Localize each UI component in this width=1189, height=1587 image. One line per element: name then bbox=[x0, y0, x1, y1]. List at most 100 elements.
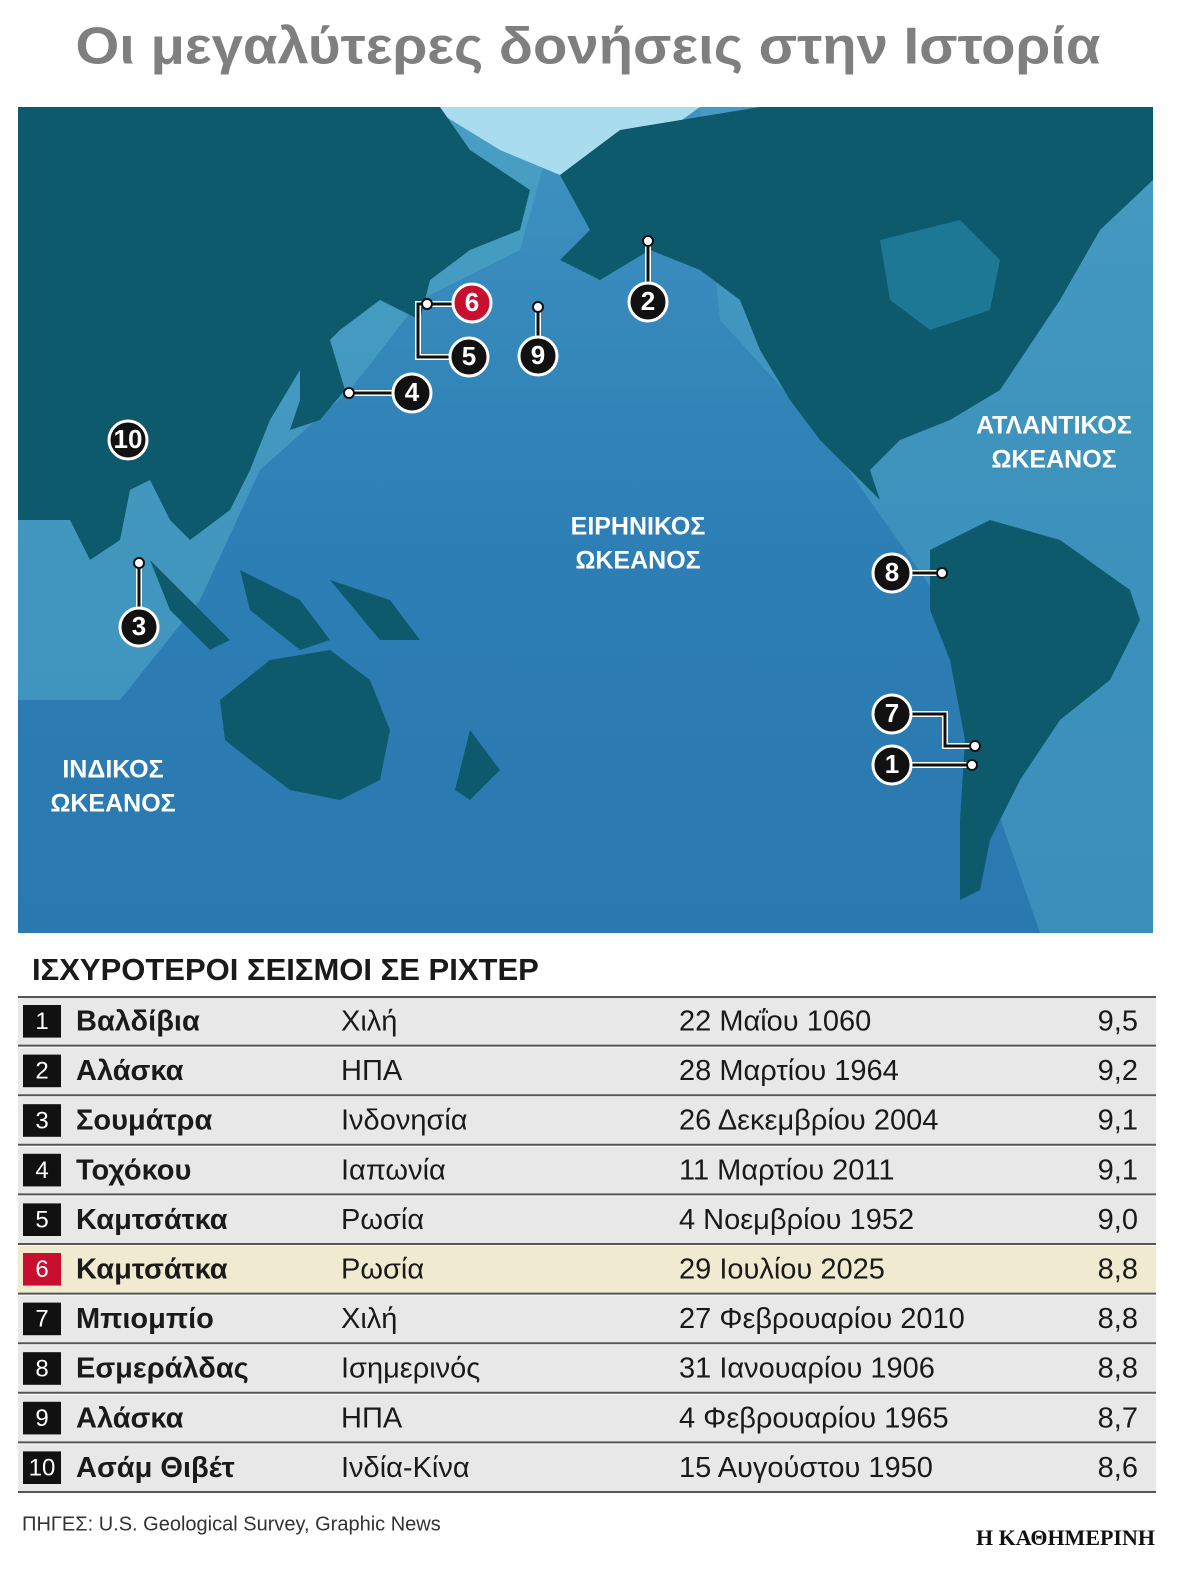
magnitude: 8,8 bbox=[1098, 1253, 1138, 1285]
table: 1 Βαλδίβια Χιλή 22 Μαΐου 1060 9,5 2 Αλάσκα ΗΠΑ 2… bbox=[18, 996, 1156, 1493]
country: Ισημερινός bbox=[341, 1353, 480, 1385]
marker-label: 10 bbox=[114, 424, 143, 454]
epicenter bbox=[969, 740, 981, 752]
marker bbox=[871, 693, 913, 735]
place: Βαλδίβια bbox=[76, 1005, 200, 1037]
land bbox=[150, 560, 420, 650]
rank-box bbox=[23, 1203, 61, 1236]
country: ΗΠΑ bbox=[341, 1055, 403, 1087]
epicenter bbox=[642, 235, 654, 247]
epicenter bbox=[936, 567, 948, 579]
date: 29 Ιουλίου 2025 bbox=[679, 1253, 885, 1285]
marker bbox=[627, 281, 669, 323]
marker bbox=[871, 744, 913, 786]
country: Χιλή bbox=[341, 1303, 397, 1335]
date: 4 Νοεμβρίου 1952 bbox=[679, 1204, 914, 1236]
marker-label: 2 bbox=[641, 286, 655, 316]
rank-box bbox=[23, 1401, 61, 1435]
rank: 1 bbox=[35, 1008, 48, 1035]
marker-label: 7 bbox=[885, 698, 899, 728]
date: 15 Αυγούστου 1950 bbox=[679, 1452, 933, 1484]
rank: 2 bbox=[35, 1058, 48, 1085]
place: Αλάσκα bbox=[76, 1055, 184, 1087]
land bbox=[455, 730, 500, 800]
marker-label: 1 bbox=[885, 749, 899, 779]
epicenter bbox=[343, 387, 355, 399]
title: Οι μεγαλύτερες δονήσεις στην Ιστορία bbox=[76, 18, 1101, 76]
date: 28 Μαρτίου 1964 bbox=[679, 1055, 899, 1087]
ocean-label: ΩΚΕΑΝΟΣ bbox=[991, 446, 1116, 474]
rank-box bbox=[23, 1352, 61, 1385]
date: 22 Μαΐου 1060 bbox=[679, 1005, 871, 1037]
place: Εσμεράλδας bbox=[76, 1353, 249, 1385]
place: Αλάσκα bbox=[76, 1402, 184, 1434]
ocean-label: ΩΚΕΑΝΟΣ bbox=[50, 790, 175, 818]
magnitude: 8,8 bbox=[1098, 1353, 1138, 1385]
epicenter bbox=[532, 301, 544, 313]
epicenter bbox=[966, 759, 978, 771]
country: Ινδονησία bbox=[341, 1105, 468, 1137]
country: Χιλή bbox=[341, 1005, 397, 1037]
land bbox=[290, 330, 345, 430]
table-row bbox=[18, 1295, 1156, 1343]
table-row bbox=[18, 998, 1156, 1045]
table-row bbox=[18, 1097, 1156, 1144]
rank: 9 bbox=[35, 1405, 48, 1432]
rank-box bbox=[23, 1451, 61, 1484]
rank-box bbox=[23, 1302, 61, 1336]
rank-box bbox=[23, 1005, 61, 1038]
marker-label: 9 bbox=[531, 340, 545, 370]
marker-label: 5 bbox=[462, 341, 476, 371]
magnitude: 9,1 bbox=[1098, 1154, 1138, 1186]
date: 4 Φεβρουαρίου 1965 bbox=[679, 1402, 949, 1434]
rank: 5 bbox=[35, 1207, 48, 1234]
source: ΠΗΓΕΣ: U.S. Geological Survey, Graphic N… bbox=[22, 1513, 441, 1535]
land bbox=[560, 107, 1153, 500]
marker bbox=[391, 372, 433, 414]
map: ΑΤΛΑΝΤΙΚΟΣ ΩΚΕΑΝΟΣ ΕΙΡΗΝΙΚΟΣ ΩΚΕΑΝΟΣ ΙΝΔΙΚΟΣ… bbox=[18, 107, 1153, 933]
place: Τοχόκου bbox=[76, 1154, 191, 1186]
magnitude: 8,6 bbox=[1098, 1452, 1138, 1484]
magnitude: 8,7 bbox=[1098, 1402, 1138, 1434]
country: Ινδία-Κίνα bbox=[341, 1452, 470, 1484]
brand: Η ΚΑΘΗΜΕΡΙΝΗ bbox=[976, 1525, 1155, 1550]
rank-box bbox=[23, 1054, 61, 1088]
rank: 8 bbox=[35, 1355, 48, 1382]
marker bbox=[451, 282, 493, 324]
epicenter bbox=[421, 298, 433, 310]
table-row bbox=[18, 1047, 1156, 1095]
ocean-label: ΕΙΡΗΝΙΚΟΣ bbox=[571, 513, 706, 541]
epicenter bbox=[133, 557, 145, 569]
marker-label: 8 bbox=[885, 557, 899, 587]
leader bbox=[912, 712, 975, 748]
rank: 6 bbox=[35, 1256, 48, 1283]
magnitude: 9,1 bbox=[1098, 1105, 1138, 1137]
rank: 3 bbox=[35, 1107, 48, 1134]
table-heading: ΙΣΧΥΡΟΤΕΡΟΙ ΣΕΙΣΜΟΙ ΣΕ ΡΙΧΤΕΡ bbox=[32, 952, 539, 987]
rank-box bbox=[23, 1153, 61, 1187]
marker bbox=[118, 606, 160, 648]
land bbox=[930, 520, 1140, 900]
marker-label: 4 bbox=[405, 377, 420, 407]
place: Μπιομπίο bbox=[76, 1303, 214, 1335]
rank-box bbox=[23, 1253, 61, 1286]
rank-box bbox=[23, 1104, 61, 1137]
magnitude: 9,2 bbox=[1098, 1055, 1138, 1087]
ocean-label: ΙΝΔΙΚΟΣ bbox=[62, 756, 163, 784]
country: Ρωσία bbox=[341, 1253, 424, 1285]
country: Ρωσία bbox=[341, 1204, 424, 1236]
place: Σουμάτρα bbox=[76, 1105, 212, 1137]
marker bbox=[448, 336, 490, 378]
magnitude: 8,8 bbox=[1098, 1303, 1138, 1335]
marker bbox=[517, 335, 559, 377]
marker-label: 3 bbox=[132, 611, 146, 641]
date: 31 Ιανουαρίου 1906 bbox=[679, 1353, 935, 1385]
table-row bbox=[18, 1345, 1156, 1392]
magnitude: 9,0 bbox=[1098, 1204, 1138, 1236]
date: 26 Δεκεμβρίου 2004 bbox=[679, 1105, 938, 1137]
marker-label: 6 bbox=[465, 287, 479, 317]
rank: 10 bbox=[29, 1455, 56, 1482]
arctic bbox=[430, 107, 700, 175]
table-row bbox=[18, 1394, 1156, 1442]
country: ΗΠΑ bbox=[341, 1402, 403, 1434]
